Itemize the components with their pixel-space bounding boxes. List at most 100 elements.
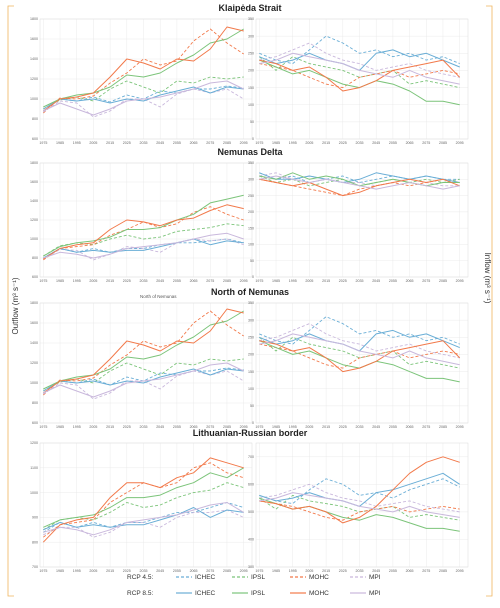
frame-left bbox=[7, 5, 14, 597]
series-line-mohc-rcp45 bbox=[43, 206, 244, 261]
x-tick-label: 2085 bbox=[439, 141, 447, 145]
y-tick-label: 300 bbox=[248, 34, 254, 38]
series-line-mpi-rcp85 bbox=[43, 80, 244, 116]
x-tick-label: 2005 bbox=[305, 569, 313, 573]
x-tick-label: 2035 bbox=[355, 279, 363, 283]
y-tick-label: 800 bbox=[32, 401, 38, 405]
y-tick-label: 100 bbox=[248, 243, 254, 247]
chart-panel-inflow: 0 50 100 150 200 250 300 350 1975 1985 1995 2005 201… bbox=[248, 161, 469, 283]
series-line-mohc-rcp85 bbox=[42, 457, 244, 543]
y-tick-label: 150 bbox=[248, 226, 254, 230]
x-tick-label: 2075 bbox=[422, 279, 430, 283]
y-tick-label: 800 bbox=[32, 540, 38, 544]
x-tick-label: 2045 bbox=[156, 569, 164, 573]
y-tick-label: 1400 bbox=[30, 57, 38, 61]
x-tick-label: 2095 bbox=[240, 279, 248, 283]
series-line-ichec-rcp85 bbox=[43, 238, 244, 259]
x-tick-label: 2095 bbox=[456, 279, 464, 283]
x-tick-label: 2025 bbox=[339, 141, 347, 145]
x-tick-label: 2035 bbox=[355, 569, 363, 573]
legend-row-label: RCP 4.5: bbox=[127, 574, 153, 581]
y-tick-label: 250 bbox=[248, 51, 254, 55]
x-tick-label: 2085 bbox=[439, 279, 447, 283]
x-tick-label: 2045 bbox=[372, 141, 380, 145]
y-tick-label: 150 bbox=[248, 370, 254, 374]
y-tick-label: 1200 bbox=[30, 218, 38, 222]
y-tick-label: 350 bbox=[248, 17, 254, 21]
x-tick-label: 2095 bbox=[456, 569, 464, 573]
y-tick-label: 1400 bbox=[30, 199, 38, 203]
inflow-axis-label: Inflow (m³ s⁻¹) bbox=[483, 253, 492, 304]
series-line-mohc-rcp85 bbox=[259, 178, 460, 197]
series-line-ipsl-rcp85 bbox=[43, 194, 244, 257]
y-tick-label: 1800 bbox=[30, 161, 38, 165]
series-line-mpi-rcp45 bbox=[43, 238, 244, 261]
x-tick-label: 1995 bbox=[73, 279, 81, 283]
x-tick-label: 2095 bbox=[240, 141, 248, 145]
x-tick-label: 1975 bbox=[255, 279, 263, 283]
y-tick-label: 1000 bbox=[30, 237, 38, 241]
y-tick-label: 1000 bbox=[30, 97, 38, 101]
series-line-mohc-rcp85 bbox=[43, 204, 244, 260]
x-tick-label: 2025 bbox=[123, 141, 131, 145]
y-tick-label: 600 bbox=[32, 421, 38, 425]
y-tick-label: 50 bbox=[250, 259, 254, 263]
x-tick-label: 2095 bbox=[456, 425, 464, 429]
series-line-mpi-rcp85 bbox=[259, 333, 460, 366]
x-tick-label: 1995 bbox=[73, 569, 81, 573]
x-tick-label: 2015 bbox=[106, 141, 114, 145]
series-line-mohc-rcp45 bbox=[259, 63, 460, 89]
y-tick-label: 800 bbox=[32, 256, 38, 260]
legend-model-label: ICHEC bbox=[195, 574, 216, 581]
y-tick-label: 1100 bbox=[30, 466, 38, 470]
x-tick-label: 2075 bbox=[422, 141, 430, 145]
x-tick-label: 1975 bbox=[255, 569, 263, 573]
station-title: Klaipėda Strait bbox=[218, 3, 281, 13]
x-tick-label: 2065 bbox=[406, 141, 414, 145]
series-line-ipsl-rcp85 bbox=[43, 467, 244, 528]
legend-model-label: MOHC bbox=[309, 590, 329, 597]
x-tick-label: 2015 bbox=[106, 279, 114, 283]
x-tick-label: 2085 bbox=[223, 425, 231, 429]
x-tick-label: 1975 bbox=[255, 141, 263, 145]
x-tick-label: 2065 bbox=[406, 569, 414, 573]
x-tick-label: 2035 bbox=[139, 279, 147, 283]
x-tick-label: 2095 bbox=[240, 569, 248, 573]
x-tick-label: 1975 bbox=[39, 141, 47, 145]
x-tick-label: 1985 bbox=[56, 425, 64, 429]
y-tick-label: 1400 bbox=[30, 341, 38, 345]
frame-right bbox=[486, 5, 493, 597]
x-tick-label: 2015 bbox=[322, 279, 330, 283]
legend-model-label: MOHC bbox=[309, 574, 329, 581]
y-tick-label: 0 bbox=[252, 137, 254, 141]
station-title: Nemunas Delta bbox=[217, 147, 283, 157]
y-tick-label: 1600 bbox=[30, 37, 38, 41]
y-tick-label: 300 bbox=[248, 177, 254, 181]
x-tick-label: 2005 bbox=[89, 279, 97, 283]
x-tick-label: 2025 bbox=[339, 569, 347, 573]
x-tick-label: 2025 bbox=[123, 425, 131, 429]
x-tick-label: 2045 bbox=[372, 279, 380, 283]
series-line-mohc-rcp85 bbox=[259, 340, 461, 373]
x-tick-label: 2055 bbox=[389, 279, 397, 283]
x-tick-label: 2065 bbox=[406, 425, 414, 429]
legend-model-label: ICHEC bbox=[195, 590, 216, 597]
x-tick-label: 2085 bbox=[223, 569, 231, 573]
x-tick-label: 2005 bbox=[89, 141, 97, 145]
x-tick-label: 2045 bbox=[156, 141, 164, 145]
x-tick-label: 2005 bbox=[305, 279, 313, 283]
y-tick-label: 600 bbox=[32, 137, 38, 141]
x-tick-label: 2095 bbox=[456, 141, 464, 145]
x-tick-label: 2085 bbox=[223, 141, 231, 145]
y-tick-label: 600 bbox=[32, 275, 38, 279]
x-tick-label: 2055 bbox=[173, 279, 181, 283]
x-tick-label: 1995 bbox=[73, 141, 81, 145]
x-tick-label: 2005 bbox=[89, 569, 97, 573]
y-tick-label: 250 bbox=[248, 194, 254, 198]
x-tick-label: 2065 bbox=[190, 141, 198, 145]
y-tick-label: 1200 bbox=[30, 441, 38, 445]
y-tick-label: 0 bbox=[252, 275, 254, 279]
x-tick-label: 2005 bbox=[305, 425, 313, 429]
x-tick-label: 1985 bbox=[272, 569, 280, 573]
